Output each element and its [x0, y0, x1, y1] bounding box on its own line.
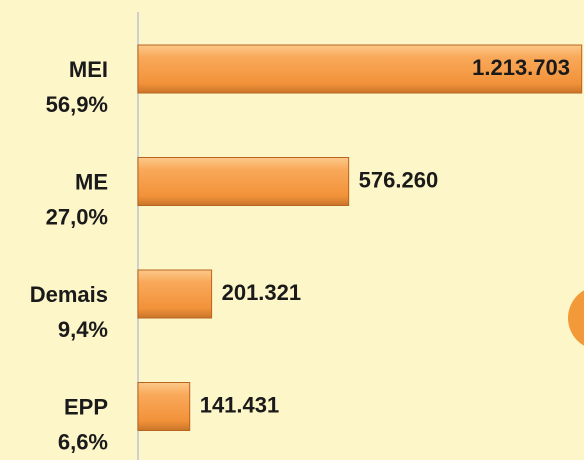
value-label: 141.431: [200, 392, 280, 417]
bar: [137, 44, 583, 94]
bar: [137, 382, 191, 431]
bar: [137, 157, 350, 206]
decoration: [568, 290, 584, 346]
share-label: 56,9%: [46, 92, 108, 117]
share-label: 9,4%: [58, 317, 108, 342]
share-label: 27,0%: [46, 204, 108, 229]
category-label: EPP: [64, 394, 108, 419]
value-label: 576.260: [359, 167, 439, 192]
category-label: ME: [75, 169, 108, 194]
value-label: 201.321: [222, 280, 302, 305]
value-label: 1.213.703: [472, 55, 570, 80]
category-label: MEI: [69, 57, 108, 82]
share-label: 6,6%: [58, 429, 108, 454]
category-label: Demais: [30, 282, 108, 307]
bar: [137, 269, 213, 319]
